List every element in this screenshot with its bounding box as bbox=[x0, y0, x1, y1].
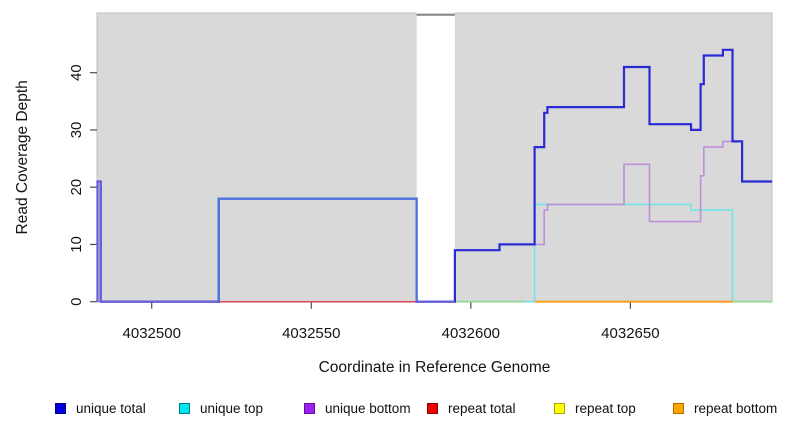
legend-swatch-repeat-bottom bbox=[673, 402, 684, 414]
legend-swatch-unique-top bbox=[179, 402, 190, 414]
masked-region bbox=[416, 12, 455, 302]
y-tick-label: 20 bbox=[68, 179, 85, 196]
legend-item-unique-total: unique total bbox=[55, 399, 146, 417]
legend-item-unique-bottom: unique bottom bbox=[304, 399, 411, 417]
legend-swatch-unique-bottom bbox=[304, 402, 315, 414]
y-tick-label: 30 bbox=[68, 122, 85, 139]
x-tick-label: 4032550 bbox=[282, 325, 340, 342]
y-axis-title: Read Coverage Depth bbox=[14, 80, 31, 234]
legend-swatch-repeat-total bbox=[427, 402, 438, 414]
y-axis: 0 10 20 30 40 bbox=[68, 64, 97, 306]
legend-label: unique total bbox=[76, 400, 146, 416]
legend-label: unique top bbox=[200, 400, 264, 416]
legend-swatch-repeat-top bbox=[554, 402, 565, 414]
legend-label: repeat bottom bbox=[694, 400, 778, 416]
x-tick-label: 4032650 bbox=[601, 325, 659, 342]
masked-region-cap bbox=[416, 13, 455, 16]
legend-label: repeat top bbox=[575, 400, 636, 416]
x-tick-label: 4032600 bbox=[442, 325, 500, 342]
legend-item-repeat-top: repeat top bbox=[554, 399, 636, 417]
y-tick-label: 40 bbox=[68, 64, 85, 81]
legend-item-repeat-total: repeat total bbox=[427, 399, 516, 417]
legend-item-repeat-bottom: repeat bottom bbox=[673, 399, 777, 417]
legend-item-unique-top: unique top bbox=[179, 399, 263, 417]
legend-label: unique bottom bbox=[325, 400, 411, 416]
x-axis: 4032500 4032550 4032600 4032650 bbox=[123, 301, 660, 342]
legend-swatch-unique-total bbox=[55, 402, 66, 414]
y-tick-label: 0 bbox=[68, 298, 85, 306]
coverage-chart: 4032500 4032550 4032600 4032650 0 10 20 30 40 Coo… bbox=[14, 12, 773, 376]
legend-label: repeat total bbox=[448, 400, 516, 416]
x-tick-label: 4032500 bbox=[123, 325, 181, 342]
x-axis-title: Coordinate in Reference Genome bbox=[319, 359, 551, 376]
overlap-tint bbox=[217, 197, 418, 302]
overlap-tint bbox=[96, 180, 219, 303]
y-tick-label: 10 bbox=[68, 236, 85, 253]
legend: unique total unique top unique bottom re… bbox=[0, 399, 792, 421]
